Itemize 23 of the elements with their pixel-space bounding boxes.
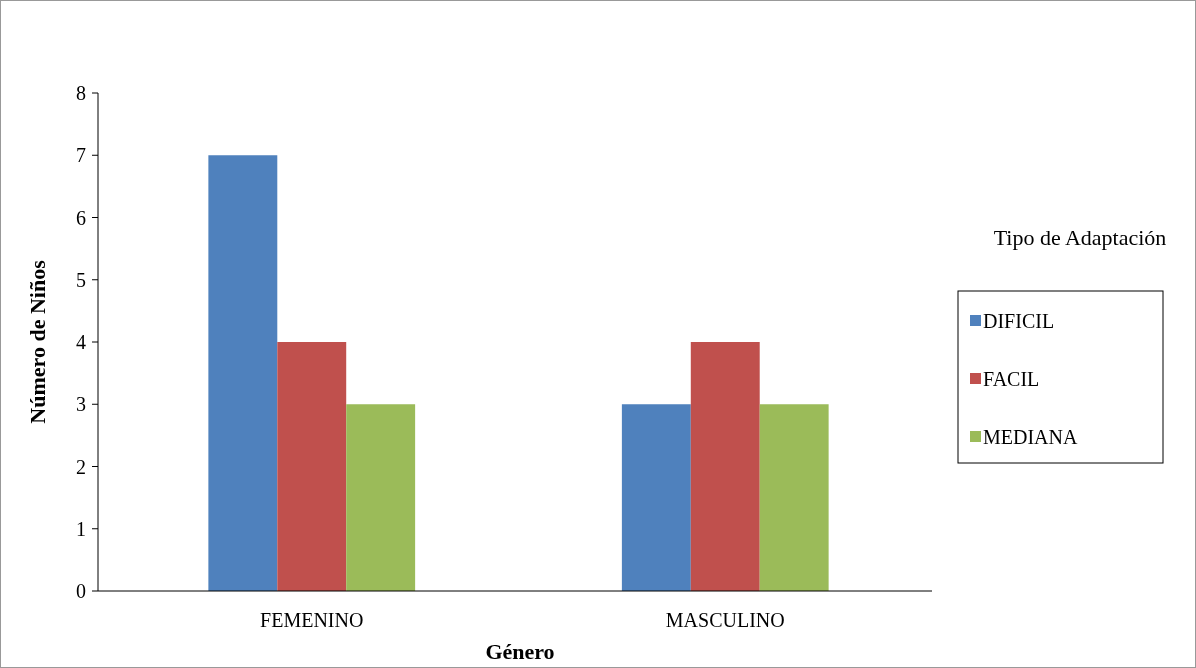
y-axis-title: Número de Niños xyxy=(25,259,50,424)
x-tick-label: MASCULINO xyxy=(665,609,785,631)
x-tick-label: FEMENINO xyxy=(260,609,364,631)
legend-label: DIFICIL xyxy=(983,310,1055,332)
y-tick-label: 4 xyxy=(76,331,86,353)
bar xyxy=(690,342,760,591)
bar xyxy=(208,155,278,591)
bar xyxy=(277,342,347,591)
bar xyxy=(759,404,829,591)
legend-label: MEDIANA xyxy=(983,426,1078,448)
y-tick-label: 5 xyxy=(76,268,86,291)
y-tick-label: 3 xyxy=(76,393,86,416)
bar xyxy=(621,404,691,591)
y-tick-label: 0 xyxy=(76,580,86,602)
x-axis-title: Género xyxy=(485,639,555,664)
legend-title: Tipo de Adaptación xyxy=(993,225,1167,250)
y-tick-label: 6 xyxy=(76,206,86,229)
bar xyxy=(346,404,416,591)
y-tick-label: 2 xyxy=(76,455,86,478)
legend-label: FACIL xyxy=(983,368,1040,390)
y-tick-label: 8 xyxy=(76,82,86,104)
y-tick-label: 1 xyxy=(76,517,86,540)
y-tick-label: 7 xyxy=(76,144,86,167)
